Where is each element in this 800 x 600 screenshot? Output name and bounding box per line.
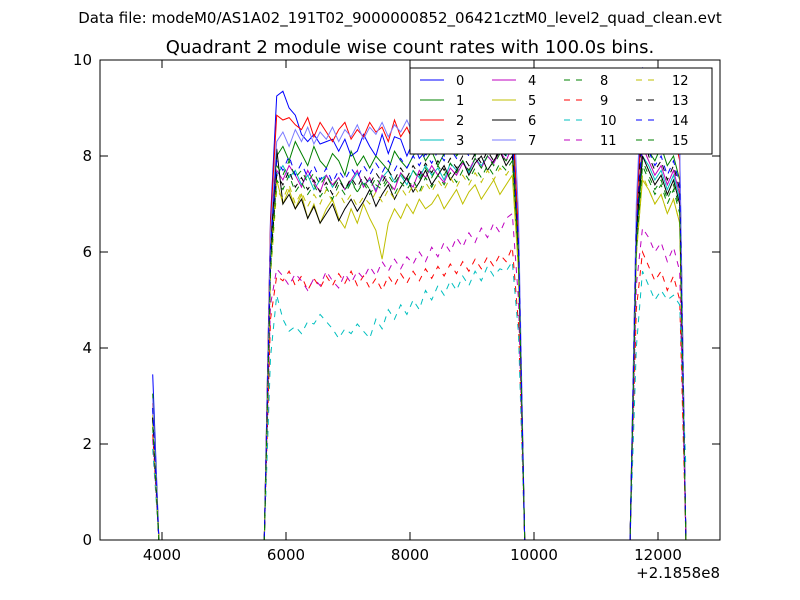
x-tick-label: 6000 [267, 546, 305, 564]
legend-label-4: 4 [528, 74, 536, 89]
legend-label-3: 3 [456, 134, 464, 149]
legend-label-7: 7 [528, 134, 536, 149]
suptitle: Data file: modeM0/AS1A02_191T02_90000008… [78, 9, 722, 28]
legend-label-8: 8 [600, 74, 608, 89]
x-offset-label: +2.1858e8 [636, 564, 720, 582]
legend-label-1: 1 [456, 94, 464, 109]
legend-label-9: 9 [600, 94, 608, 109]
y-tick-label: 6 [82, 243, 92, 261]
series-line-15 [152, 149, 687, 541]
legend-label-5: 5 [528, 94, 536, 109]
legend-box [409, 67, 713, 155]
series-line-12 [152, 164, 687, 541]
y-tick-label: 4 [82, 339, 92, 357]
x-tick-label: 4000 [143, 546, 181, 564]
legend-label-14: 14 [672, 114, 689, 129]
legend-label-6: 6 [528, 114, 536, 129]
x-tick-label: 12000 [634, 546, 682, 564]
legend-label-2: 2 [456, 114, 464, 129]
y-tick-label: 0 [82, 531, 92, 549]
x-tick-label: 8000 [391, 546, 429, 564]
legend-label-13: 13 [672, 94, 689, 109]
y-tick-label: 10 [73, 51, 92, 69]
y-tick-label: 2 [82, 435, 92, 453]
legend-label-0: 0 [456, 74, 464, 89]
chart-title: Quadrant 2 module wise count rates with … [166, 37, 655, 58]
legend-label-10: 10 [600, 114, 617, 129]
x-tick-label: 10000 [510, 546, 558, 564]
legend-label-12: 12 [672, 74, 689, 89]
y-tick-label: 8 [82, 147, 92, 165]
legend-label-15: 15 [672, 134, 689, 149]
x-axis: 4000 6000 8000 10000 12000 [143, 60, 682, 564]
legend-label-11: 11 [600, 134, 617, 149]
series-line-13 [152, 112, 687, 541]
